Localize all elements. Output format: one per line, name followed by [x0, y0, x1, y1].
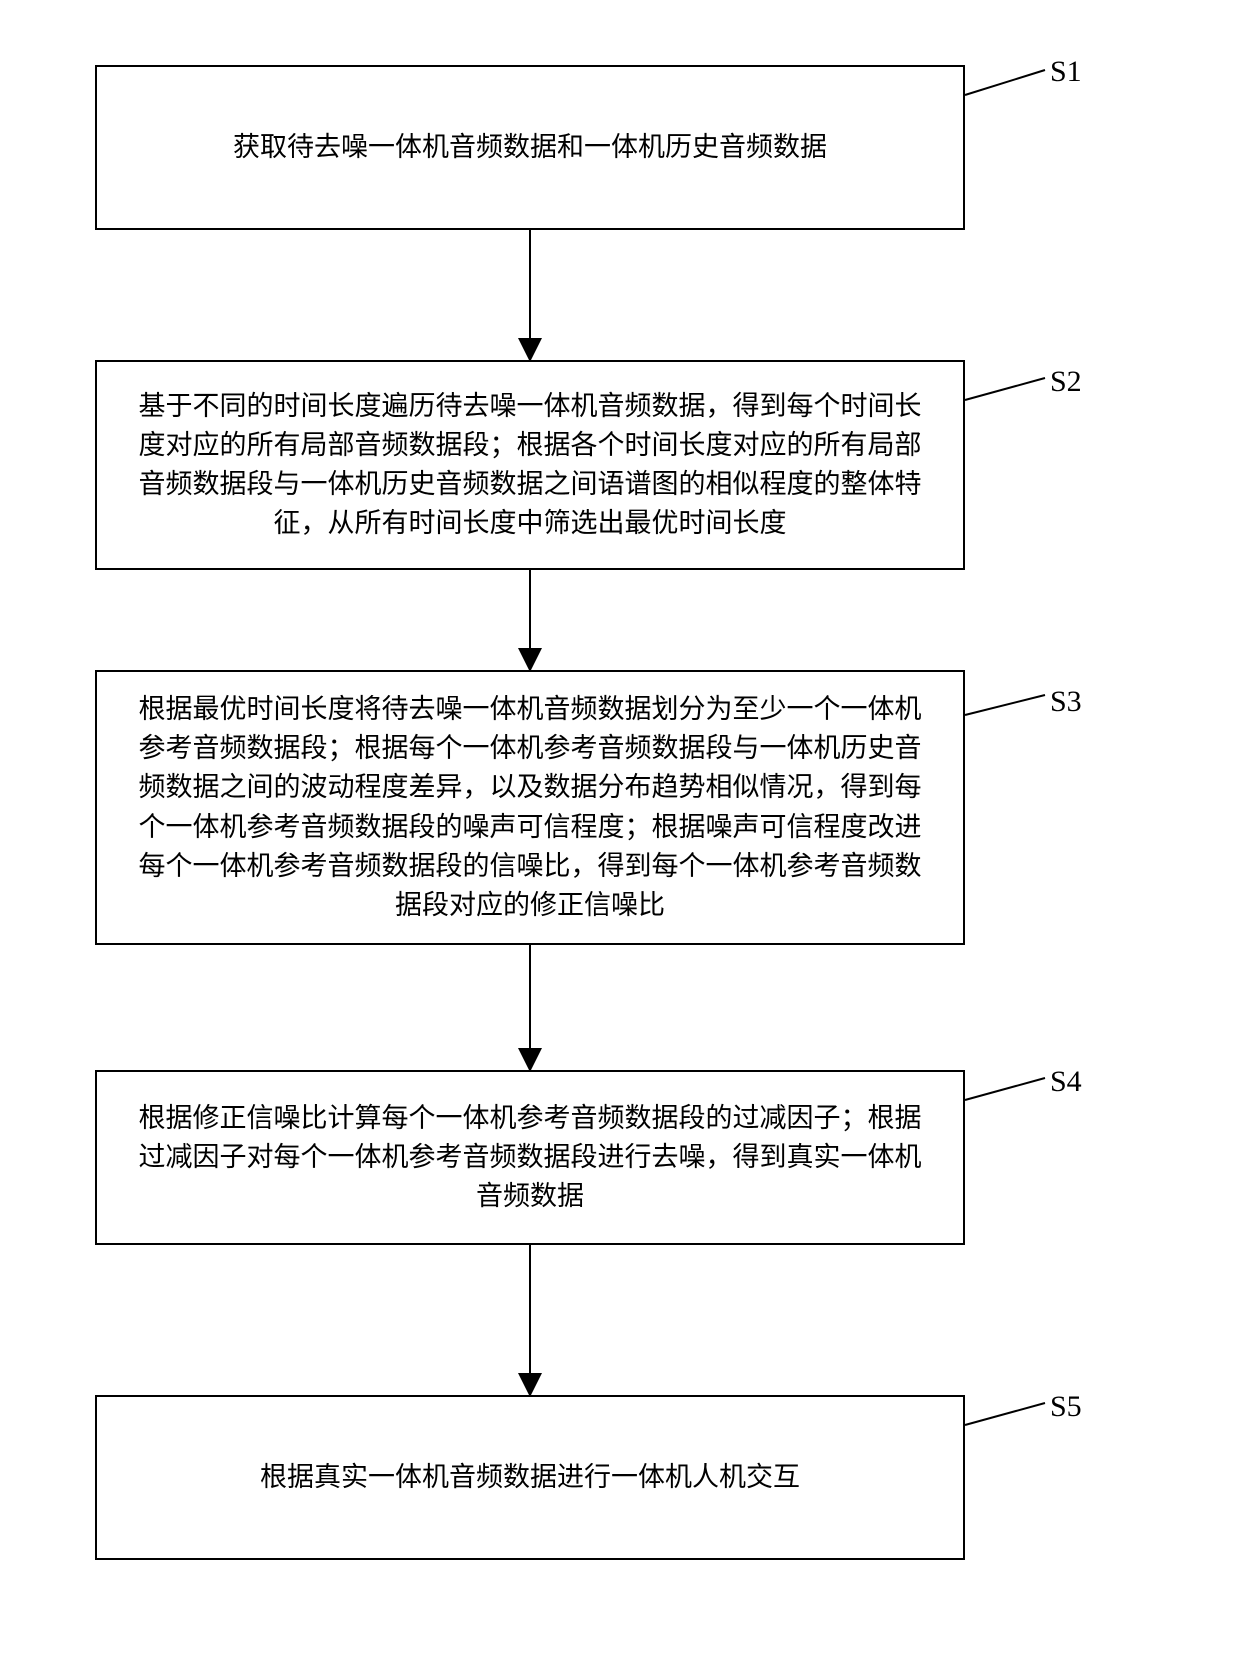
step-text: 根据真实一体机音频数据进行一体机人机交互: [260, 1458, 800, 1497]
step-label-s3: S3: [1050, 685, 1082, 719]
step-label-s1: S1: [1050, 55, 1082, 89]
flowchart-step-s4: 根据修正信噪比计算每个一体机参考音频数据段的过减因子；根据过减因子对每个一体机参…: [95, 1070, 965, 1245]
step-label-s5: S5: [1050, 1390, 1082, 1424]
flowchart-step-s3: 根据最优时间长度将待去噪一体机音频数据划分为至少一个一体机参考音频数据段；根据每…: [95, 670, 965, 945]
flowchart-step-s1: 获取待去噪一体机音频数据和一体机历史音频数据: [95, 65, 965, 230]
step-text: 基于不同的时间长度遍历待去噪一体机音频数据，得到每个时间长度对应的所有局部音频数…: [127, 387, 933, 544]
leader-line-s3: [965, 695, 1045, 715]
step-text: 获取待去噪一体机音频数据和一体机历史音频数据: [233, 128, 827, 167]
step-text: 根据修正信噪比计算每个一体机参考音频数据段的过减因子；根据过减因子对每个一体机参…: [127, 1099, 933, 1216]
step-label-s2: S2: [1050, 365, 1082, 399]
step-label-s4: S4: [1050, 1065, 1082, 1099]
flowchart-step-s2: 基于不同的时间长度遍历待去噪一体机音频数据，得到每个时间长度对应的所有局部音频数…: [95, 360, 965, 570]
leader-line-s4: [965, 1078, 1045, 1100]
flowchart-container: 获取待去噪一体机音频数据和一体机历史音频数据基于不同的时间长度遍历待去噪一体机音…: [0, 0, 1240, 1654]
leader-line-s5: [965, 1403, 1045, 1425]
leader-line-s2: [965, 378, 1045, 400]
flowchart-step-s5: 根据真实一体机音频数据进行一体机人机交互: [95, 1395, 965, 1560]
step-text: 根据最优时间长度将待去噪一体机音频数据划分为至少一个一体机参考音频数据段；根据每…: [127, 690, 933, 925]
leader-line-s1: [965, 70, 1045, 95]
